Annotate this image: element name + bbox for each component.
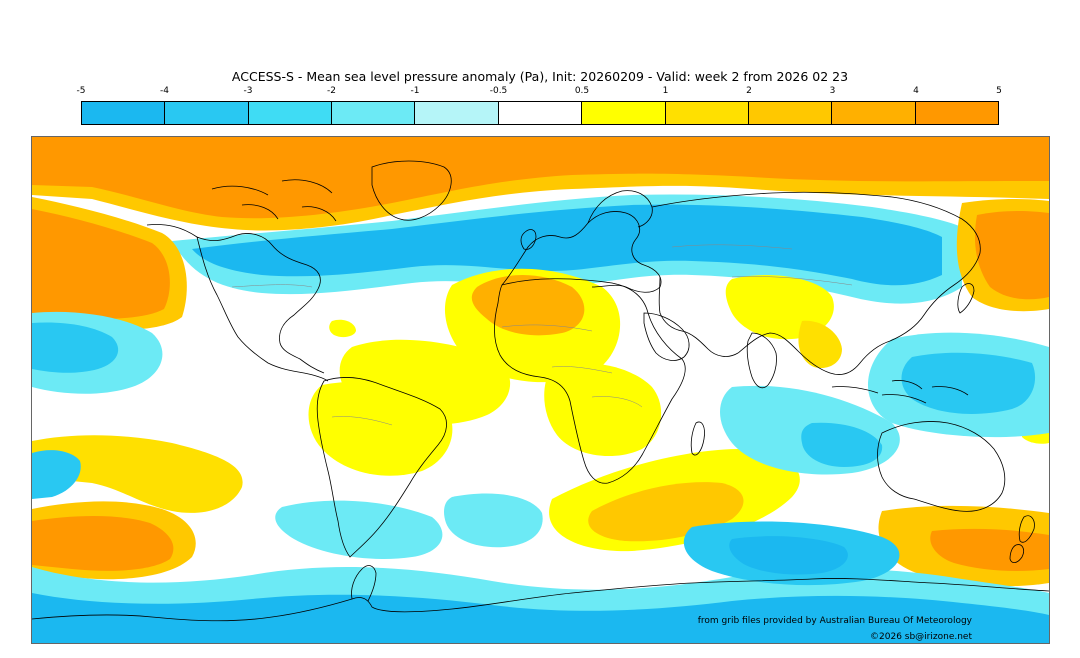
positive-anomaly-south-pacific-2-core — [32, 516, 174, 571]
antarctica-coastline — [32, 578, 1049, 622]
arctic-islands-coastline — [211, 179, 337, 222]
positive-anomaly-south-america — [308, 381, 453, 476]
indonesia-coastline — [831, 380, 969, 404]
negative-anomaly-antarctic-sector-core — [729, 536, 848, 575]
tick-label: 1 — [662, 86, 669, 96]
colorbar-swatch — [248, 102, 333, 124]
negative-anomaly-southern-ocean-core — [32, 593, 1049, 643]
colorbar-tick-labels: -5 -4 -3 -2 -1 -0.5 0.5 1 2 3 4 5 — [0, 86, 1080, 98]
asia-coastline — [651, 191, 981, 375]
tick-label: -3 — [243, 86, 253, 96]
japan-coastline — [957, 283, 975, 314]
arabia-coastline — [643, 312, 690, 361]
negative-anomaly-west-pacific-core — [901, 352, 1036, 414]
colorbar-swatch — [748, 102, 833, 124]
data-credit: from grib files provided by Australian B… — [697, 616, 972, 626]
positive-anomaly-south-pacific — [32, 435, 243, 513]
colorbar-swatch — [832, 102, 916, 124]
negative-anomaly-eurasia-core — [192, 204, 942, 286]
north-america-coastline — [146, 224, 329, 382]
madagascar-coastline — [690, 421, 705, 456]
tick-label: 3 — [829, 86, 836, 96]
tick-label: -2 — [327, 86, 336, 96]
uk-coastline — [520, 229, 537, 250]
colorbar-swatch — [332, 102, 416, 124]
tick-label: 0.5 — [574, 86, 590, 96]
colorbar — [81, 101, 999, 125]
europe-coastline — [501, 211, 662, 293]
anomaly-map-svg — [32, 137, 1049, 643]
positive-anomaly-east-asia-core — [974, 211, 1049, 300]
colorbar-swatch — [415, 102, 499, 124]
tick-label: -0.5 — [489, 86, 508, 96]
tick-label: 4 — [913, 86, 919, 96]
negative-anomaly-south-atlantic-west — [444, 493, 543, 548]
colorbar-swatch — [82, 102, 166, 124]
africa-coastline — [494, 278, 686, 484]
colorbar-swatch — [665, 102, 749, 124]
negative-anomaly-drake — [275, 500, 443, 559]
tick-label: -1 — [410, 86, 420, 96]
borders — [231, 244, 853, 426]
scandinavia-coastline — [587, 190, 653, 228]
greenland-coastline — [371, 160, 452, 221]
positive-anomaly-africa — [544, 363, 662, 457]
colorbar-swatch — [915, 102, 998, 124]
negative-anomaly-indian-ocean-core — [801, 422, 883, 467]
colorbar-swatch — [582, 102, 666, 124]
negative-anomaly-east-pacific-core — [32, 322, 119, 373]
positive-anomaly-arctic-core — [32, 137, 1049, 219]
tick-label: -5 — [76, 86, 86, 96]
positive-anomaly-indochina — [798, 320, 842, 369]
copyright-notice: ©2026 sb@irizone.net — [870, 632, 972, 642]
colorbar-swatch — [165, 102, 249, 124]
south-america-coastline — [316, 377, 447, 558]
positive-anomaly-small-1 — [329, 319, 356, 338]
tick-label: -4 — [160, 86, 169, 96]
coastlines — [32, 160, 1049, 622]
tick-label: 5 — [996, 86, 1002, 96]
australia-coastline — [877, 421, 1006, 512]
anomaly-map — [31, 136, 1050, 644]
map-title: ACCESS-S - Mean sea level pressure anoma… — [231, 69, 849, 84]
tick-label: 2 — [746, 86, 752, 96]
antarctic-peninsula-coastline — [351, 565, 377, 602]
border-lines — [231, 244, 853, 426]
colorbar-swatch — [498, 102, 583, 124]
india-coastline — [746, 332, 777, 389]
anomaly-fields — [32, 137, 1049, 643]
positive-anomaly-north-pacific-core — [32, 209, 170, 319]
negative-anomaly-south-pacific-west — [32, 450, 81, 499]
new-zealand-coastline — [1009, 515, 1035, 563]
